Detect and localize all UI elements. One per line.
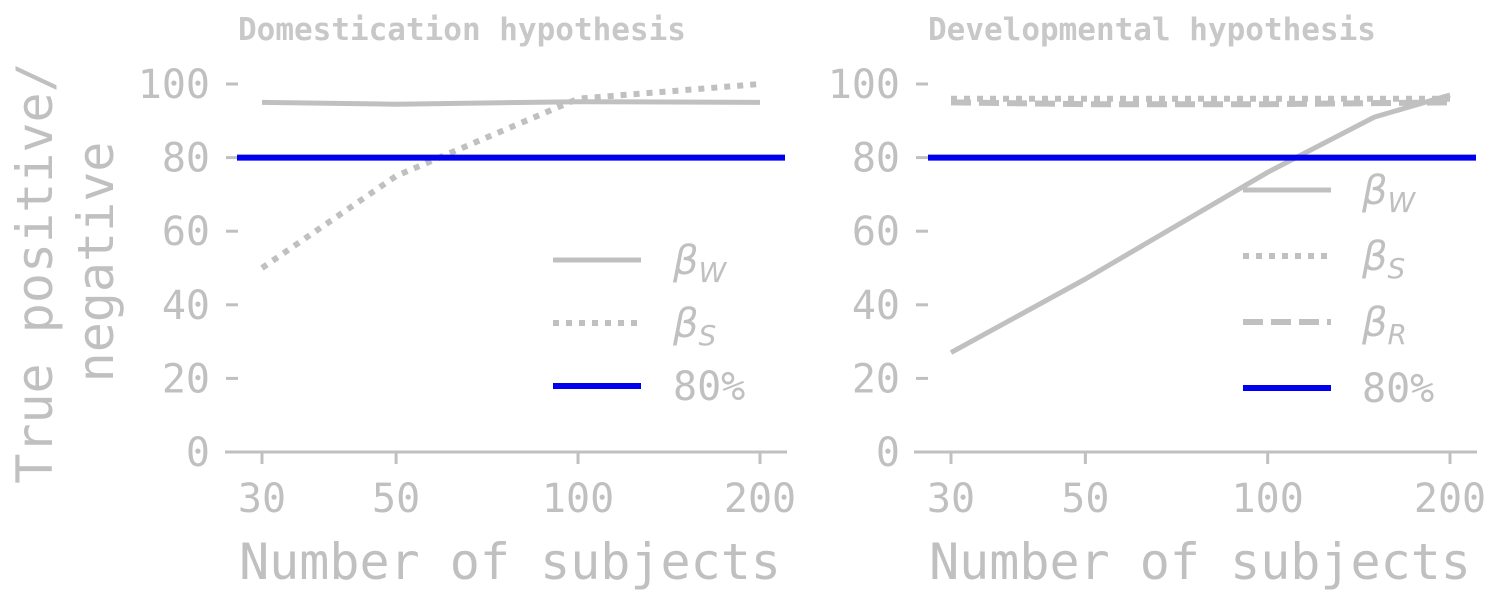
x-tick-label: 200 [724,476,796,522]
x-axis-label: Number of subjects [929,533,1471,591]
y-tick-label: 40 [162,283,210,329]
series-line-beta-s [260,81,761,271]
y-tick-label: 80 [162,136,210,182]
y-tick-label: 100 [828,62,900,108]
panel-title: Developmental hypothesis [928,12,1376,48]
legend-label: βR [1361,300,1407,351]
legend-label: βW [1361,168,1417,219]
y-tick-label: 20 [162,356,210,402]
legend-label: 80% [673,364,745,410]
panel-title: Domestication hypothesis [238,12,686,48]
legend-label-subscript: R [1388,318,1407,351]
y-axis-label: True positive/ negative [6,32,125,484]
legend-label: βS [1361,234,1405,285]
legend-label: βS [672,301,716,352]
y-tick-label: 100 [138,62,210,108]
legend: βW βS βR 80% [1243,168,1434,412]
series-line-beta-w [261,99,761,107]
x-tick-label: 50 [372,476,420,522]
legend-label: 80% [1362,366,1434,412]
x-tick-label: 30 [238,476,286,522]
panel-developmental: Developmental hypothesis 30 50 100 200 0 20 40 6… [828,12,1486,591]
legend-label-subscript: W [699,256,728,289]
y-tick-label: 60 [162,209,210,255]
series-line-beta-w [949,92,1451,355]
legend: βW βS 80% [553,238,745,410]
y-tick-label: 40 [852,283,900,329]
x-tick-label: 50 [1061,476,1109,522]
legend-label-subscript: S [699,319,717,352]
panel-domestication: Domestication hypothesis 30 50 100 200 0 20 40 6… [138,12,796,591]
x-tick-label: 30 [927,476,975,522]
x-tick-label: 200 [1414,476,1486,522]
y-axis-label-line-2: negative [67,142,125,383]
legend-label: βW [672,238,728,289]
y-tick-label: 60 [852,209,900,255]
legend-label-subscript: S [1388,252,1406,285]
y-axis-label-line-1: True positive/ [6,62,64,483]
series-line-beta-r [950,99,1451,108]
x-tick-label: 100 [1232,476,1304,522]
y-tick-label: 0 [186,430,210,476]
x-axis-label: Number of subjects [239,533,781,591]
x-tick-label: 100 [542,476,614,522]
legend-label-subscript: W [1388,186,1417,219]
y-tick-label: 0 [876,430,900,476]
y-tick-label: 80 [852,136,900,182]
y-tick-label: 20 [852,356,900,402]
